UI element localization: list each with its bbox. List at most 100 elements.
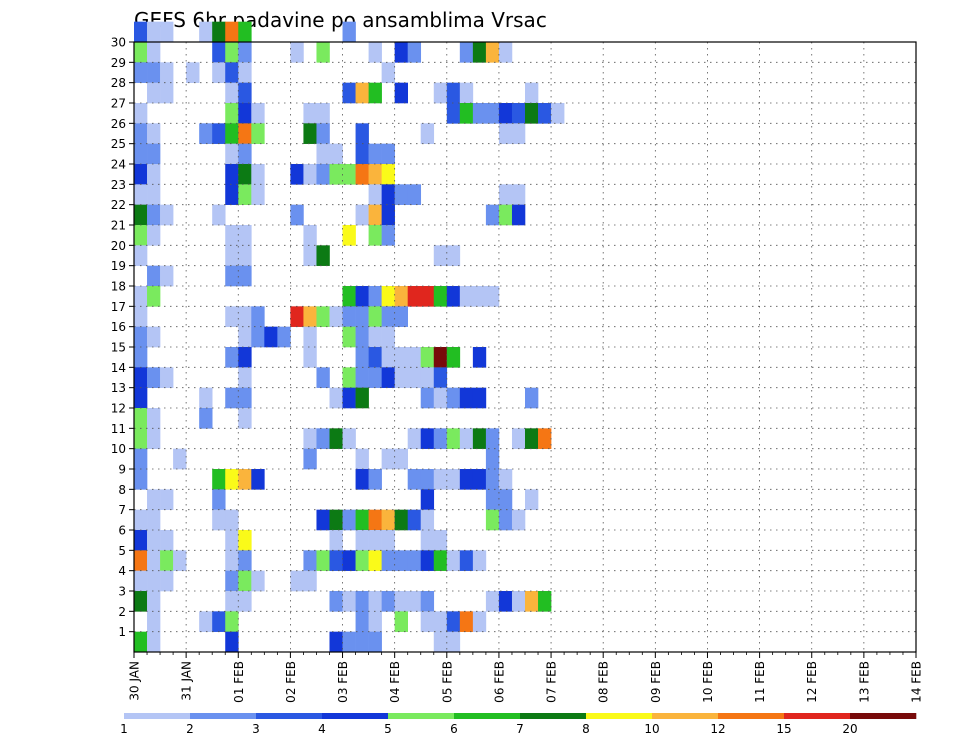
precip-cell <box>355 469 369 490</box>
precip-cell <box>381 306 395 327</box>
x-tick-label: 11 FEB <box>753 661 767 703</box>
precip-cell <box>147 509 161 531</box>
precip-cell <box>511 204 526 226</box>
precip-cell <box>459 611 474 632</box>
precip-cell <box>394 184 408 205</box>
y-tick-label: 22 <box>111 198 126 212</box>
precip-cell <box>316 143 330 165</box>
y-tick-label: 15 <box>111 341 126 355</box>
precip-cell <box>225 245 239 266</box>
legend-label: 20 <box>842 722 857 736</box>
grid-lines <box>134 42 916 652</box>
precip-cell <box>459 469 474 490</box>
precip-cell <box>147 570 161 592</box>
precip-cell <box>147 408 161 429</box>
precip-cell <box>485 204 500 226</box>
precip-cell <box>407 367 422 388</box>
precip-cell <box>238 164 252 185</box>
precip-cell <box>472 550 487 571</box>
precip-cell <box>199 123 213 144</box>
precip-cell <box>238 408 252 429</box>
precip-cell <box>316 103 330 124</box>
precip-cell <box>238 21 252 43</box>
precip-cell <box>394 611 408 632</box>
precip-cell <box>368 225 382 246</box>
precip-cell <box>355 387 369 409</box>
precip-cell <box>303 550 317 571</box>
precip-cell <box>238 42 252 63</box>
precip-cell <box>446 631 461 653</box>
x-tick-label: 10 FEB <box>701 661 715 703</box>
precip-cell <box>368 286 382 307</box>
precip-cell <box>238 265 252 287</box>
precip-cell <box>290 42 304 63</box>
precip-cell <box>525 103 539 124</box>
precip-cell <box>225 591 239 612</box>
precip-cell <box>225 21 239 43</box>
precip-cell <box>134 530 148 551</box>
precip-cell <box>381 326 395 348</box>
precip-cell <box>225 62 239 83</box>
x-axis-ticks: 30 JAN 31 JAN 01 FEB 02 FEB 03 FEB 04 FEB 05 F… <box>128 652 924 703</box>
legend-label: 7 <box>516 722 524 736</box>
precip-cell <box>316 42 330 63</box>
precip-cell <box>446 550 461 571</box>
x-tick-label: 05 FEB <box>440 661 454 703</box>
precip-cell <box>368 530 382 551</box>
precip-cell <box>511 591 526 612</box>
precip-cell <box>394 306 408 327</box>
precip-cell <box>134 164 148 185</box>
legend-swatch <box>784 713 851 719</box>
precip-cell <box>472 286 487 307</box>
precip-cell <box>433 428 448 449</box>
color-legend: 1 2 3 4 5 6 7 8 10 12 15 20 <box>120 713 917 736</box>
precip-cell <box>525 428 539 449</box>
precip-cell <box>251 184 265 205</box>
precip-cell <box>433 82 448 104</box>
precip-cell <box>420 611 435 632</box>
precip-cell <box>355 164 369 185</box>
precip-cell <box>134 245 148 266</box>
precip-cell <box>342 286 356 307</box>
precip-cell <box>407 42 422 63</box>
precip-cell <box>134 347 148 368</box>
precip-cell <box>433 611 448 632</box>
y-tick-label: 21 <box>111 219 126 233</box>
precip-cell <box>485 286 500 307</box>
precip-cell <box>303 306 317 327</box>
precip-cell <box>134 21 148 43</box>
y-tick-label: 5 <box>118 544 126 558</box>
precip-cell <box>485 489 500 510</box>
x-tick-label: 08 FEB <box>597 661 611 703</box>
precip-cell <box>485 448 500 470</box>
precip-cell <box>381 62 395 83</box>
precip-cell <box>472 469 487 490</box>
precip-cell <box>225 570 239 592</box>
precip-cell <box>433 286 448 307</box>
precip-cell <box>134 631 148 653</box>
precip-cell <box>394 509 408 531</box>
precip-cell <box>355 530 369 551</box>
legend-swatch <box>322 713 389 719</box>
precip-cell <box>134 306 148 327</box>
precip-cell <box>433 469 448 490</box>
x-tick-label: 12 FEB <box>805 661 819 703</box>
chart-title: GEFS 6hr padavine po ansamblima Vrsac <box>134 8 547 32</box>
y-axis-ticks: 1234567891011121314151617181920212223242… <box>111 36 134 639</box>
precip-cell <box>355 326 369 348</box>
y-tick-label: 4 <box>118 564 126 578</box>
precip-cell <box>511 103 526 124</box>
precip-cell <box>407 184 422 205</box>
precip-cell <box>225 123 239 144</box>
precip-cell <box>329 428 343 449</box>
y-tick-label: 12 <box>111 402 126 416</box>
precip-cell <box>147 326 161 348</box>
precip-cell <box>134 143 148 165</box>
legend-label: 15 <box>776 722 791 736</box>
precip-cell <box>394 347 408 368</box>
precip-cell <box>433 387 448 409</box>
precip-cell <box>511 123 526 144</box>
precip-cell <box>303 448 317 470</box>
precip-cell <box>186 62 200 83</box>
precip-cell <box>446 103 461 124</box>
